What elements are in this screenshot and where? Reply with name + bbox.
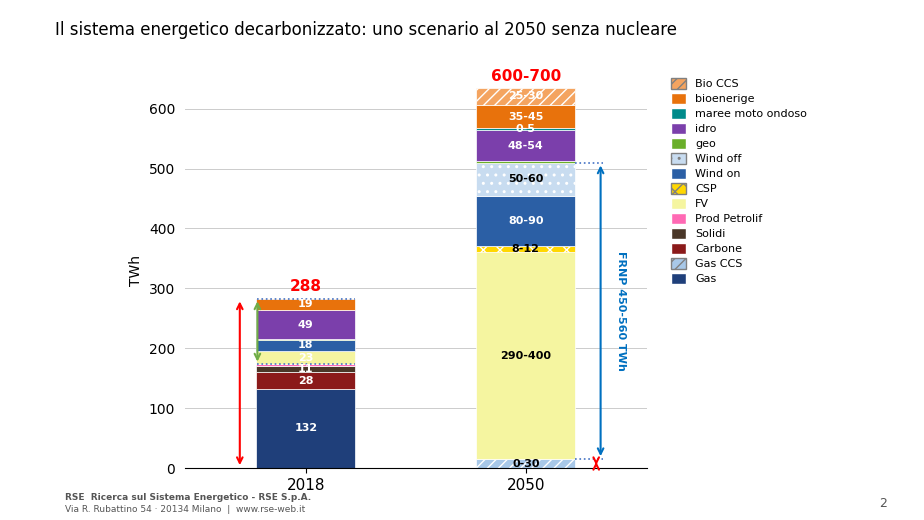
Bar: [476, 161, 576, 163]
Text: Via R. Rubattino 54 · 20134 Milano  |  www.rse-web.it: Via R. Rubattino 54 · 20134 Milano | www…: [65, 505, 305, 514]
Bar: [256, 389, 356, 468]
Bar: [256, 298, 356, 310]
Bar: [256, 372, 356, 389]
Text: 288: 288: [290, 279, 322, 294]
Bar: [476, 459, 576, 468]
Bar: [256, 310, 356, 339]
Bar: [476, 105, 576, 128]
Bar: [476, 246, 576, 252]
Text: 80-90: 80-90: [508, 216, 543, 226]
Text: FRNP 450-560 TWh: FRNP 450-560 TWh: [616, 251, 626, 371]
Text: 19: 19: [298, 299, 313, 309]
Bar: [256, 339, 356, 340]
Y-axis label: TWh: TWh: [129, 255, 143, 286]
Bar: [256, 365, 356, 366]
Text: 25-30: 25-30: [508, 92, 543, 101]
Bar: [476, 196, 576, 246]
Bar: [476, 128, 576, 131]
Legend: Bio CCS, bioenerige, maree moto ondoso, idro, geo, Wind off, Wind on, CSP, FV, P: Bio CCS, bioenerige, maree moto ondoso, …: [671, 79, 808, 284]
Text: 50-60: 50-60: [508, 174, 543, 184]
Bar: [476, 163, 576, 196]
Text: 18: 18: [298, 340, 313, 350]
Text: 0-30: 0-30: [512, 459, 540, 469]
Bar: [256, 366, 356, 372]
Bar: [256, 350, 356, 365]
Bar: [476, 131, 576, 161]
Text: 2: 2: [879, 497, 887, 510]
Text: 600-700: 600-700: [491, 69, 561, 84]
Text: 28: 28: [298, 375, 313, 385]
Text: 11: 11: [298, 364, 313, 374]
Text: 49: 49: [298, 320, 313, 330]
Text: 0-5: 0-5: [516, 124, 536, 134]
Bar: [476, 252, 576, 459]
Text: 290-400: 290-400: [500, 350, 552, 361]
Text: 132: 132: [294, 423, 317, 434]
Bar: [256, 340, 356, 350]
Text: RSE  Ricerca sul Sistema Energetico - RSE S.p.A.: RSE Ricerca sul Sistema Energetico - RSE…: [65, 493, 310, 502]
Text: 35-45: 35-45: [508, 111, 543, 122]
Text: Il sistema energetico decarbonizzato: uno scenario al 2050 senza nucleare: Il sistema energetico decarbonizzato: un…: [55, 21, 677, 39]
Text: 48-54: 48-54: [508, 140, 543, 151]
Text: 8-12: 8-12: [512, 244, 540, 254]
Text: 23: 23: [298, 353, 313, 362]
Bar: [476, 88, 576, 105]
